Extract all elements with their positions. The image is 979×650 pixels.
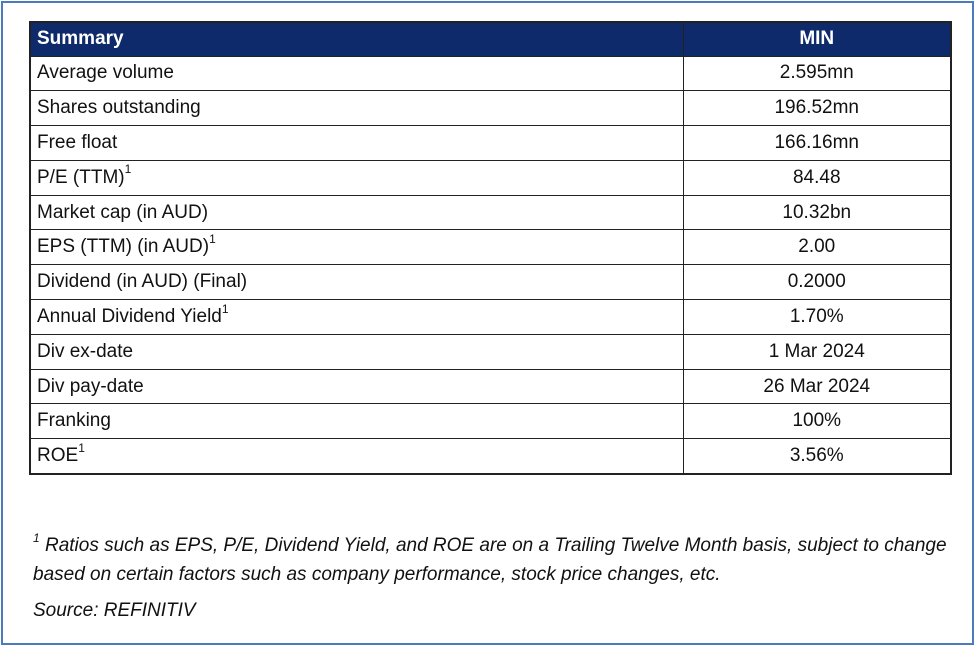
table-row: ROE1 3.56%: [29, 438, 952, 475]
row-label-text: Dividend (in AUD) (Final): [37, 271, 248, 293]
footnote-ref: 1: [78, 440, 85, 455]
row-value: 196.52mn: [682, 90, 952, 127]
footnote-text: Ratios such as EPS, P/E, Dividend Yield,…: [33, 535, 947, 585]
footnote-marker: 1: [33, 530, 40, 545]
table-row: Market cap (in AUD) 10.32bn: [29, 194, 952, 231]
row-label-text: Annual Dividend Yield: [37, 305, 222, 327]
row-value: 100%: [682, 403, 952, 440]
row-label: Annual Dividend Yield1: [29, 299, 684, 335]
footnote-ref: 1: [221, 301, 229, 316]
row-label: EPS (TTM) (in AUD)1: [29, 229, 684, 266]
table-row: EPS (TTM) (in AUD)1 2.00: [29, 229, 952, 266]
row-value: 2.00: [682, 229, 952, 266]
table-row: Div ex-date 1 Mar 2024: [29, 333, 952, 370]
notes: 1 Ratios such as EPS, P/E, Dividend Yiel…: [33, 531, 953, 625]
table-row: Shares outstanding 196.52mn: [29, 90, 952, 127]
footnote-ref: 1: [124, 162, 132, 177]
row-value: 84.48: [682, 159, 952, 196]
table-header-row: Summary MIN: [29, 21, 952, 57]
row-value: 1.70%: [682, 299, 952, 335]
row-label-text: Franking: [37, 410, 111, 432]
row-value: 0.2000: [682, 264, 952, 301]
row-value: 26 Mar 2024: [682, 368, 952, 405]
footnote-ref: 1: [209, 232, 216, 247]
row-value: 1 Mar 2024: [682, 333, 952, 370]
row-label-text: Market cap (in AUD): [37, 201, 209, 223]
source-note: Source: REFINITIV: [33, 600, 196, 621]
row-label-text: Free float: [37, 131, 118, 153]
row-value: 3.56%: [682, 438, 952, 475]
row-label-text: EPS (TTM) (in AUD): [37, 236, 210, 258]
row-label: Average volume: [29, 55, 684, 92]
footnote: 1 Ratios such as EPS, P/E, Dividend Yiel…: [33, 531, 953, 589]
header-summary: Summary: [29, 21, 684, 57]
header-ticker: MIN: [682, 21, 952, 57]
table-row: Dividend (in AUD) (Final) 0.2000: [29, 264, 952, 301]
row-value: 10.32bn: [682, 194, 952, 231]
row-label: Div pay-date: [29, 368, 684, 405]
row-label: Dividend (in AUD) (Final): [29, 264, 684, 301]
row-label-text: Div ex-date: [37, 340, 134, 362]
table-row: Average volume 2.595mn: [29, 55, 952, 92]
row-label-text: ROE: [37, 444, 79, 466]
table-row: P/E (TTM)1 84.48: [29, 159, 952, 196]
row-value: 166.16mn: [682, 125, 952, 161]
table-row: Free float 166.16mn: [29, 125, 952, 161]
row-label-text: Average volume: [37, 62, 174, 84]
row-label: ROE1: [29, 438, 684, 475]
table-row: Annual Dividend Yield1 1.70%: [29, 299, 952, 335]
row-label: Free float: [29, 125, 684, 161]
row-label: Div ex-date: [29, 333, 684, 370]
table-row: Franking 100%: [29, 403, 952, 440]
summary-table: Summary MIN Average volume 2.595mn Shares …: [29, 21, 952, 475]
row-label: Market cap (in AUD): [29, 194, 684, 231]
row-label: Shares outstanding: [29, 90, 684, 127]
row-value: 2.595mn: [682, 55, 952, 92]
row-label-text: Shares outstanding: [37, 97, 201, 119]
row-label-text: P/E (TTM): [37, 166, 125, 188]
row-label: P/E (TTM)1: [29, 159, 684, 196]
row-label: Franking: [29, 403, 684, 440]
row-label-text: Div pay-date: [37, 375, 144, 397]
table-row: Div pay-date 26 Mar 2024: [29, 368, 952, 405]
